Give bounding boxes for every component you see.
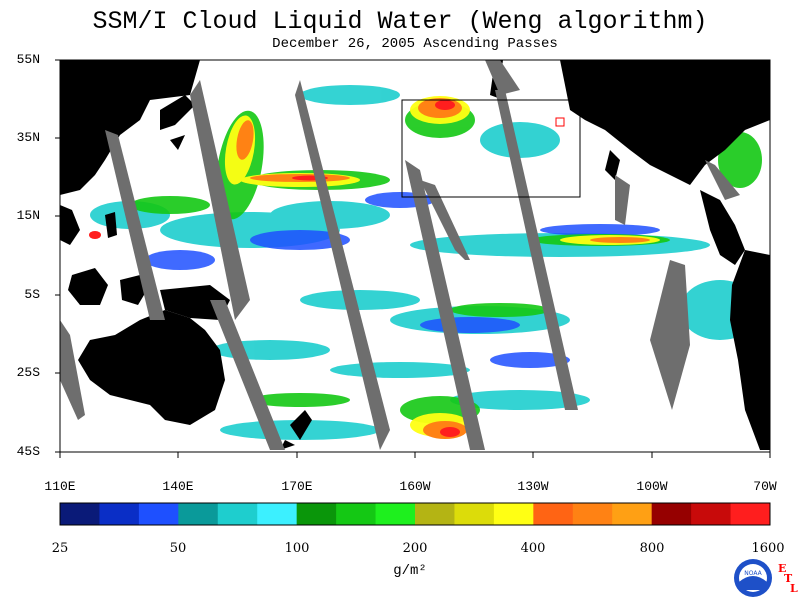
colorbar-swatch [651, 503, 692, 525]
lon-label-140e: 140E [162, 479, 194, 494]
axis-ticks [55, 59, 771, 458]
colorbar-swatch [99, 503, 140, 525]
colorbar-label-400: 400 [520, 541, 546, 556]
map-subtitle: December 26, 2005 Ascending Passes [272, 36, 558, 52]
colorbar-swatch [375, 503, 416, 525]
colorbar-swatch [691, 503, 732, 525]
lon-label-70w: 70W [753, 479, 777, 494]
lat-label-55n: 55N [16, 52, 40, 67]
colorbar-swatch [730, 503, 771, 525]
small-red-box [555, 117, 565, 127]
etl-letter-l: L [790, 582, 798, 595]
land-masses [60, 60, 770, 450]
lon-label-100w: 100W [636, 479, 668, 494]
colorbar-swatch [257, 503, 298, 525]
lat-label-5s: 5S [24, 287, 40, 302]
etl-letter-e: E [778, 562, 786, 575]
colorbar [60, 503, 771, 525]
colorbar-swatch [493, 503, 534, 525]
colorbar-label-100: 100 [284, 541, 310, 556]
colorbar-label-50: 50 [169, 541, 187, 556]
colorbar-frame [59, 502, 771, 526]
lon-label-130w: 130W [517, 479, 549, 494]
colorbar-label-25: 25 [51, 541, 69, 556]
colorbar-swatch [572, 503, 613, 525]
etl-letter-t: T [784, 572, 793, 585]
colorbar-label-800: 800 [639, 541, 665, 556]
region-box [401, 99, 581, 198]
lat-label-35n: 35N [16, 130, 40, 145]
colorbar-swatch [60, 503, 100, 525]
map-title: SSM/I Cloud Liquid Water (Weng algorithm… [92, 7, 708, 36]
colorbar-swatch [454, 503, 495, 525]
colorbar-swatch [415, 503, 455, 525]
colorbar-units: g/m² [393, 563, 427, 579]
lat-label-15n: 15N [16, 208, 40, 223]
colorbar-swatch [336, 503, 377, 525]
lon-label-110e: 110E [44, 479, 76, 494]
lat-label-45s: 45S [16, 444, 40, 459]
colorbar-swatch [533, 503, 574, 525]
lon-label-170e: 170E [281, 479, 313, 494]
lat-label-25s: 25S [16, 365, 40, 380]
noaa-logo: NOAA [734, 559, 772, 597]
colorbar-swatch [178, 503, 219, 525]
lon-label-160w: 160W [399, 479, 431, 494]
colorbar-label-1600: 1600 [751, 541, 785, 556]
colorbar-swatch [138, 503, 179, 525]
colorbar-swatch [296, 503, 337, 525]
svg-text:NOAA: NOAA [744, 570, 762, 577]
colorbar-swatch [612, 503, 653, 525]
colorbar-label-200: 200 [402, 541, 428, 556]
swath-gaps [60, 60, 740, 450]
colorbar-swatch [217, 503, 258, 525]
